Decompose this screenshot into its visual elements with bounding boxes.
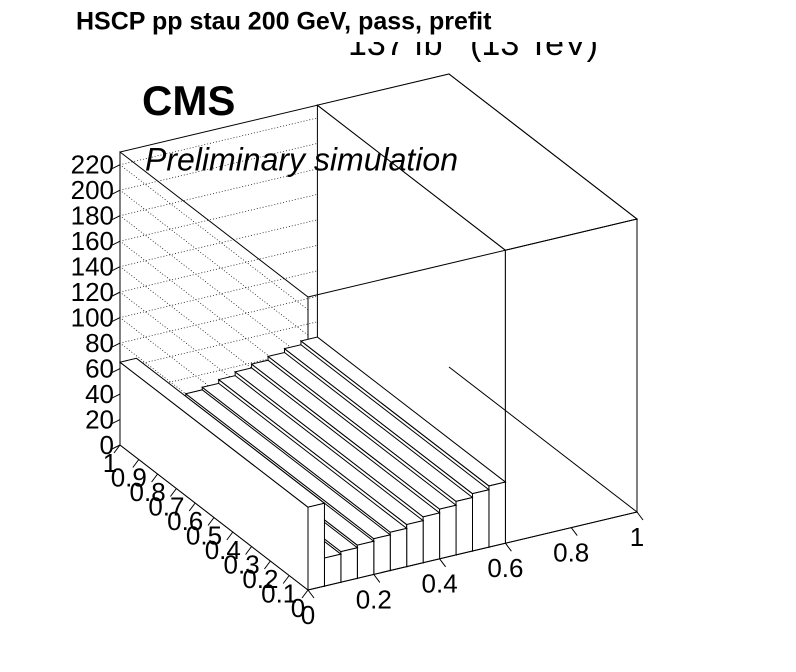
z-tick: [111, 393, 121, 399]
x-tick-label: 0.8: [553, 537, 589, 567]
status: Preliminary simulation: [145, 141, 458, 177]
x-tick-label: 0: [301, 600, 315, 630]
bar-front: [439, 504, 457, 560]
z-tick: [111, 189, 121, 195]
z-tick-label: 220: [71, 150, 114, 180]
y-tick: [301, 589, 309, 599]
z-tick: [111, 368, 121, 374]
y-tick-label: 0.9: [111, 462, 147, 492]
plot: 02040608010012014016018020022000.20.40.6…: [71, 73, 644, 630]
x-tick-label: 0.4: [422, 569, 458, 599]
x-tick: [307, 589, 315, 599]
y-tick: [245, 546, 253, 555]
z-tick: [111, 317, 121, 323]
x-tick-label: 1: [630, 522, 644, 552]
z-tick: [111, 266, 121, 272]
x-tick-label: 0.6: [487, 553, 523, 583]
y-tick-label: 0: [291, 593, 305, 623]
z-tick: [111, 240, 121, 246]
bar-front: [488, 481, 506, 548]
y-tick-label: 0.3: [224, 549, 260, 579]
bar-front: [340, 547, 358, 583]
z-tick: [111, 215, 121, 221]
y-tick-label: 0.6: [167, 506, 203, 536]
z-tick-label: 80: [85, 328, 114, 358]
y-tick: [226, 531, 234, 541]
x-tick: [636, 511, 644, 521]
z-tick: [111, 419, 121, 424]
y-tick-label: 0.8: [130, 477, 166, 507]
bar-front: [373, 534, 391, 576]
experiment: CMS: [142, 77, 235, 124]
bar-front: [406, 520, 424, 568]
z-tick-label: 60: [85, 353, 114, 383]
x-tick-label: 0.2: [356, 584, 392, 614]
y-tick: [188, 502, 196, 512]
z-tick: [111, 444, 121, 450]
z-tick-label: 100: [71, 302, 114, 332]
bar-front: [323, 553, 342, 587]
y-tick-label: 1: [103, 448, 117, 478]
y-tick-label: 0.5: [186, 520, 222, 550]
x-tick: [439, 558, 447, 568]
y-tick: [282, 575, 290, 584]
z-tick-label: 160: [71, 226, 114, 256]
z-tick-label: 0: [100, 430, 114, 460]
y-tick-label: 0.7: [148, 491, 184, 521]
y-tick: [207, 517, 215, 526]
x-tick: [570, 527, 578, 536]
y-tick: [169, 488, 177, 497]
z-tick-label: 200: [71, 175, 114, 205]
y-tick-label: 0.4: [205, 535, 241, 565]
bar-front: [422, 512, 441, 564]
z-tick-label: 180: [71, 201, 114, 231]
z-tick: [111, 291, 121, 297]
z-tick-label: 120: [71, 277, 114, 307]
y-tick-label: 0.1: [261, 578, 297, 608]
z-tick: [111, 342, 121, 348]
bar-front: [472, 489, 490, 552]
bar-front: [389, 527, 408, 572]
z-tick-label: 20: [85, 404, 114, 434]
y-tick: [263, 560, 271, 570]
y-tick: [132, 459, 140, 468]
y-tick: [113, 444, 121, 454]
title-box: [70, 2, 608, 42]
chart-title: HSCP pp stau 200 GeV, pass, prefit: [76, 8, 492, 36]
x-tick: [373, 574, 381, 583]
x-tick: [504, 542, 512, 552]
y-tick-label: 0.2: [242, 564, 278, 594]
z-tick-label: 40: [85, 379, 114, 409]
bar-front: [504, 218, 638, 544]
bar-front: [455, 496, 473, 556]
y-tick: [151, 473, 159, 483]
z-tick-label: 140: [71, 252, 114, 282]
bar-front: [356, 540, 375, 579]
bar-front: [307, 502, 325, 591]
z-tick: [111, 164, 121, 170]
